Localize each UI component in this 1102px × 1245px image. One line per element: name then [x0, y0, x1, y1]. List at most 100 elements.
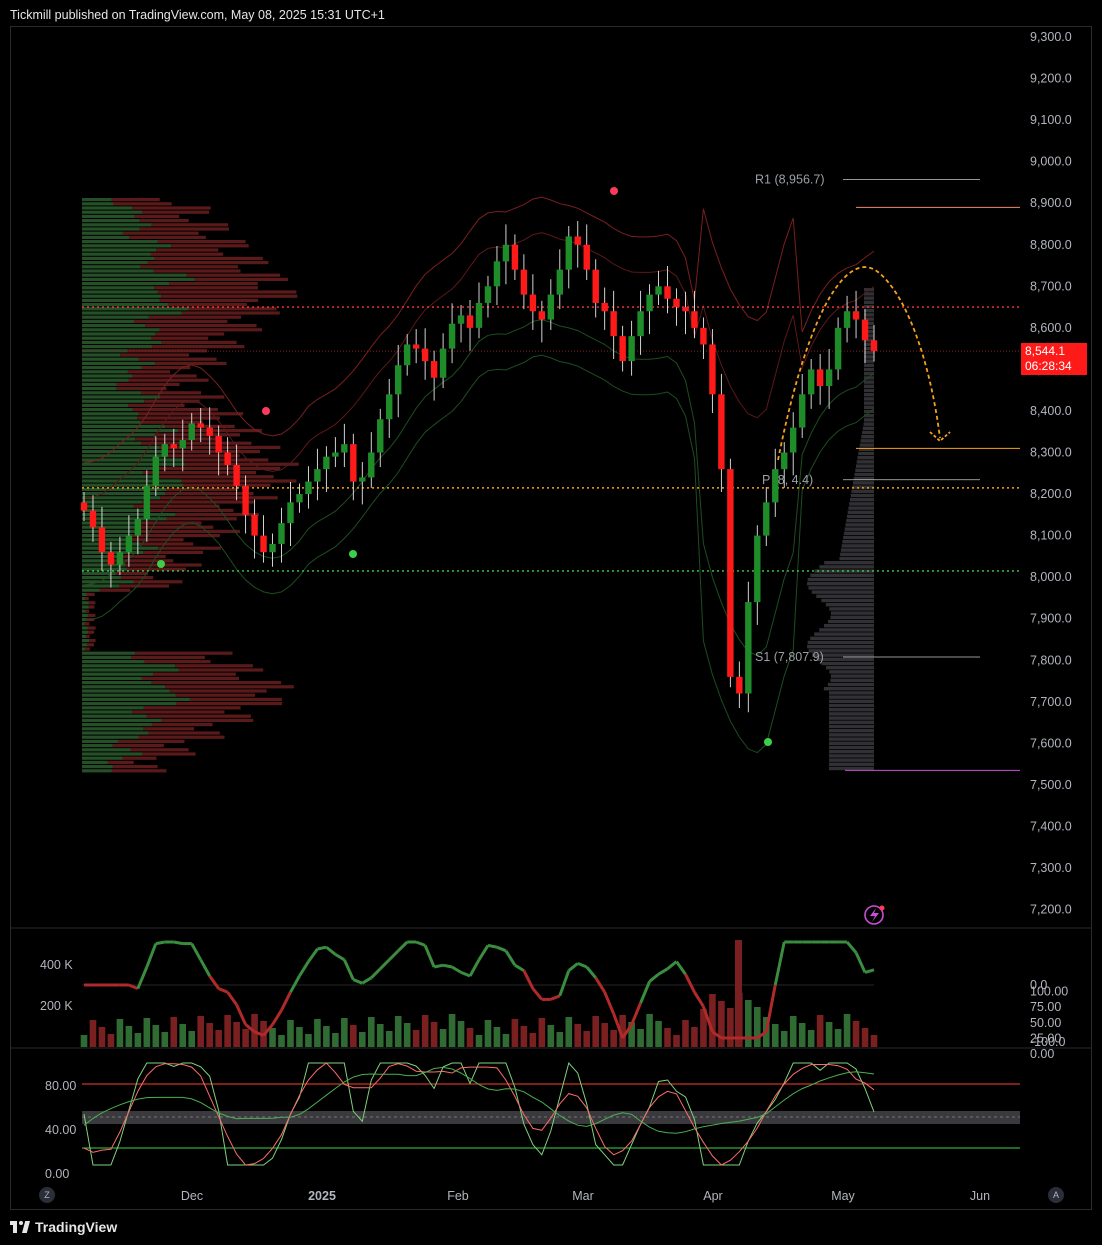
stoch-k-line — [83, 1061, 875, 1166]
profile-bar-down — [151, 336, 209, 340]
volume-bar — [583, 1031, 591, 1047]
profile-bar-up — [82, 265, 141, 269]
profile-bar-down — [122, 231, 199, 235]
profile-bar-up — [82, 387, 117, 391]
profile-bar-up — [82, 496, 161, 500]
candle-up — [359, 477, 366, 482]
candle-up — [565, 236, 572, 270]
candle-up — [484, 286, 492, 303]
profile-bar-down — [133, 504, 220, 508]
profile-bar-up — [82, 328, 160, 332]
candle-up — [843, 311, 851, 328]
profile-bar-up — [82, 303, 168, 307]
candle-up — [341, 444, 348, 453]
profile-bar-down — [138, 357, 217, 361]
session-profile-bar — [864, 363, 874, 367]
volume-bar — [215, 1030, 222, 1047]
volume-bar — [269, 1028, 276, 1047]
profile-bar-up — [82, 605, 89, 609]
profile-bar-up — [82, 681, 152, 685]
session-profile-bar — [839, 556, 874, 561]
profile-bar-down — [151, 723, 213, 727]
profile-bar-up — [82, 336, 152, 340]
candle-up — [403, 344, 411, 366]
profile-bar-up — [82, 769, 112, 773]
profile-bar-down — [132, 408, 218, 412]
scroll-left-button[interactable]: Z — [39, 1187, 55, 1203]
candle-up — [772, 469, 779, 503]
profile-bar-down — [157, 240, 246, 244]
profile-bar-up — [82, 525, 136, 529]
profile-bar-up — [82, 349, 128, 353]
profile-bar-down — [159, 466, 281, 470]
profile-bar-up — [82, 580, 134, 584]
candle-up — [143, 485, 151, 519]
profile-bar-down — [121, 576, 154, 580]
profile-bar-up — [82, 252, 151, 256]
candle-down — [511, 244, 519, 270]
oscillator-line — [307, 948, 319, 963]
profile-bar-down — [132, 374, 197, 378]
session-profile-bar — [808, 649, 874, 653]
volume-bar — [619, 1015, 626, 1047]
oscillator-line — [262, 1023, 274, 1037]
profile-bar-down — [127, 370, 171, 374]
profile-bar-up — [82, 521, 142, 525]
session-profile-bar — [864, 338, 874, 342]
profile-bar-down — [178, 429, 262, 433]
profile-bar-down — [87, 626, 96, 630]
oscillator-line — [460, 971, 471, 978]
volume-bar — [852, 1021, 860, 1047]
profile-bar-up — [82, 307, 189, 311]
volume-bar — [412, 1030, 420, 1047]
profile-bar-up — [82, 219, 140, 223]
profile-bar-down — [176, 702, 283, 706]
volume-bar — [727, 1008, 734, 1047]
candle-down — [718, 394, 725, 470]
session-profile-bar — [829, 733, 874, 737]
scroll-right-button[interactable]: A — [1048, 1187, 1064, 1203]
session-profile-bar — [864, 367, 874, 372]
profile-bar-down — [155, 475, 274, 479]
profile-bar-down — [159, 395, 225, 399]
candle-up — [278, 523, 285, 544]
profile-bar-down — [131, 655, 205, 659]
oscillator-line — [370, 967, 382, 979]
session-profile-bar — [829, 712, 874, 716]
profile-bar-up — [82, 462, 185, 466]
session-profile-bar — [859, 447, 874, 451]
profile-bar-up — [82, 555, 118, 559]
profile-bar-down — [142, 500, 254, 504]
session-profile-bar — [830, 674, 874, 678]
profile-bar-down — [169, 282, 258, 286]
profile-bar-up — [82, 668, 179, 672]
candle-down — [107, 552, 115, 565]
profile-bar-up — [82, 622, 85, 626]
profile-bar-down — [140, 265, 238, 269]
session-profile-bar — [843, 535, 874, 540]
session-profile-bar — [829, 750, 874, 754]
profile-bar-up — [82, 227, 140, 231]
session-profile-bar — [852, 481, 874, 485]
candle-down — [251, 514, 258, 536]
profile-bar-up — [82, 277, 195, 281]
profile-bar-up — [82, 710, 132, 714]
candle-down — [421, 348, 429, 362]
profile-bar-up — [82, 286, 155, 290]
session-profile-bar — [864, 393, 874, 397]
profile-bar-down — [159, 328, 263, 332]
profile-bar-down — [140, 542, 194, 546]
oscillator-line — [854, 951, 867, 974]
tradingview-footer[interactable]: TradingView — [10, 1219, 117, 1235]
profile-bar-down — [132, 206, 211, 210]
profile-bar-down — [84, 597, 89, 601]
price-tick-label: 7,400.0 — [1030, 819, 1072, 833]
profile-bar-down — [128, 403, 185, 407]
upper-band-outer — [83, 196, 875, 463]
profile-bar-down — [141, 441, 252, 445]
sell-signal-dot — [262, 407, 270, 415]
session-profile-bar — [816, 657, 874, 661]
session-profile-bar — [842, 540, 874, 544]
volume-bar — [843, 1014, 851, 1047]
